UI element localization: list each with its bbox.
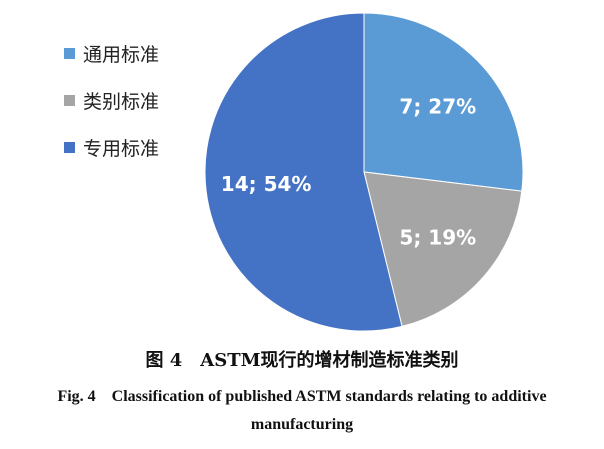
legend: 通用标准 类别标准 专用标准	[64, 30, 159, 171]
legend-label: 类别标准	[83, 91, 160, 113]
legend-swatch	[64, 142, 75, 153]
pie-slice	[363, 171, 523, 327]
legend-item: 通用标准	[64, 30, 159, 77]
pie-chart: 7; 27% 5; 19% 14; 54%	[204, 12, 524, 332]
data-label: 14; 54%	[221, 172, 312, 196]
legend-label: 通用标准	[83, 44, 160, 66]
pie-slice	[204, 12, 403, 332]
data-label: 5; 19%	[399, 225, 476, 249]
caption-chinese: 图 4 ASTM现行的增材制造标准类别	[145, 350, 459, 371]
data-label: 7; 27%	[399, 95, 476, 119]
legend-item: 专用标准	[64, 124, 159, 171]
legend-swatch	[64, 48, 75, 59]
legend-item: 类别标准	[64, 77, 159, 124]
caption-english: Fig. 4 Classification of published ASTM …	[57, 388, 547, 433]
legend-label: 专用标准	[83, 138, 160, 160]
legend-swatch	[64, 95, 75, 106]
pie-slice	[363, 12, 524, 192]
